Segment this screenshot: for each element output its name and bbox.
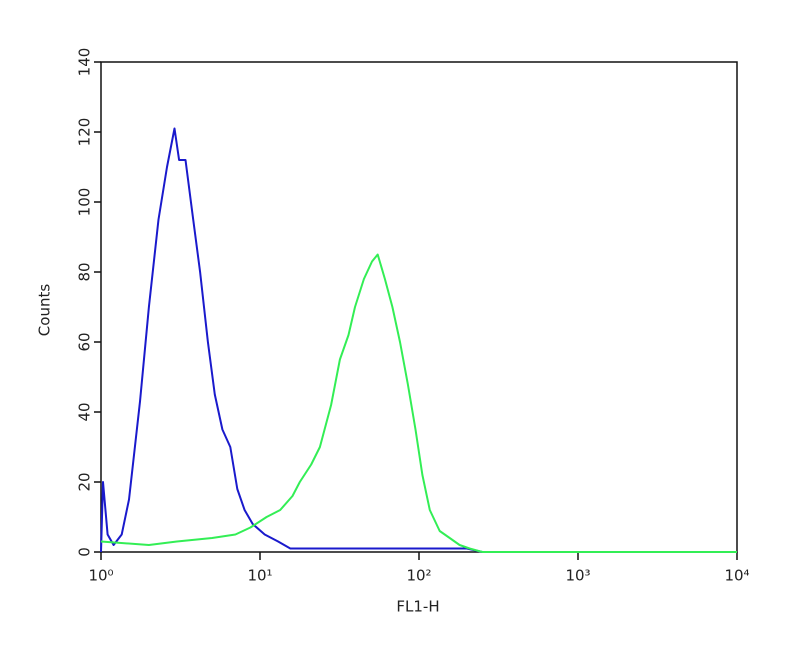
y-tick-label: 0 [76, 547, 94, 557]
y-tick-label: 60 [76, 332, 94, 351]
histogram-line [100, 127, 483, 553]
x-tick-label: 10² [406, 567, 431, 585]
y-tick-label: 140 [76, 48, 94, 77]
plot-frame [100, 61, 738, 553]
y-tick-label: 40 [76, 402, 94, 421]
y-tick-label: 100 [76, 188, 94, 217]
x-tick-label: 10⁰ [88, 567, 113, 585]
histogram-line [100, 253, 737, 553]
x-axis-label: FL1-H [396, 598, 439, 616]
x-tick-label: 10⁴ [724, 567, 749, 585]
x-tick-label: 10³ [565, 567, 590, 585]
y-tick-label: 120 [76, 118, 94, 147]
y-tick-label: 20 [76, 472, 94, 491]
y-tick-label: 80 [76, 262, 94, 281]
x-tick-label: 10¹ [247, 567, 272, 585]
y-axis-label: Counts [36, 284, 54, 337]
